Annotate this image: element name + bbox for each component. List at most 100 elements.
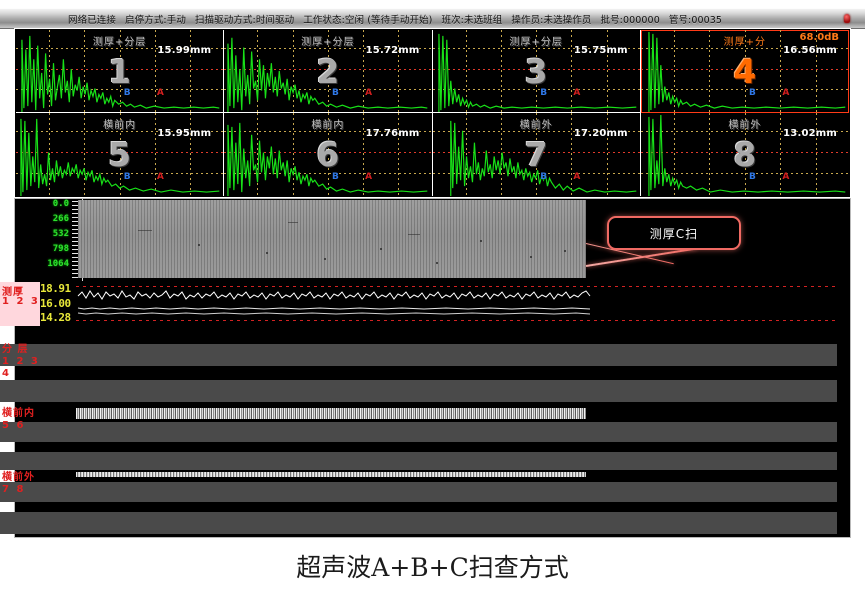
cehou-value-min: 14.28 xyxy=(40,311,71,325)
hengqiannei-channels: 5 6 xyxy=(2,420,26,431)
ascan-title-5: 横前内 xyxy=(103,120,137,131)
ascan-title-4: 测厚+分 xyxy=(723,37,767,48)
axis-tick-1: 266 xyxy=(52,214,69,224)
hengqianwai-signal-stripe xyxy=(76,472,586,477)
cehou-value-mid: 16.00 xyxy=(40,296,71,310)
band-hengqiannei: 横前内 5 6 xyxy=(0,408,837,470)
ascan-panel-1[interactable]: 测厚+分层 15.99mm 1 B A xyxy=(16,30,225,113)
status-operator: 操作员:未选操作员 xyxy=(511,14,592,26)
ascan-value-6: 17.76mm xyxy=(365,128,420,139)
ascan-gate-a-marker-2: A xyxy=(365,88,373,98)
callout-bubble-cscan: 测厚C扫 xyxy=(607,216,741,250)
ascan-gate-b-marker-6: B xyxy=(332,172,339,182)
hengqiannei-label-group: 横前内 5 6 xyxy=(2,408,42,432)
ascan-number-1: 1 xyxy=(108,51,132,91)
hengqianwai-label: 横前外 xyxy=(2,472,35,483)
ascan-waveform-8 xyxy=(648,114,846,196)
hengqianwai-label-group: 横前外 7 8 xyxy=(2,472,42,496)
ascan-panel-8[interactable]: 横前外 13.02mm 8 B A xyxy=(640,113,849,196)
ascan-gate-b-marker-2: B xyxy=(332,88,339,98)
ascan-number-5: 5 xyxy=(108,134,132,174)
ascan-waveform-2 xyxy=(227,37,428,112)
status-scan-drive-mode: 扫描驱动方式:时间驱动 xyxy=(194,14,295,26)
ascan-value-5: 15.95mm xyxy=(157,128,212,139)
ascan-number-7: 7 xyxy=(524,134,548,174)
ascan-gate-b-marker-3: B xyxy=(540,88,548,98)
fenceng-label: 分 层 xyxy=(2,344,29,355)
ascan-value-1: 15.99mm xyxy=(157,45,212,56)
callout-text: 测厚C扫 xyxy=(649,226,699,241)
hengqianwai-channels: 7 8 xyxy=(2,484,26,495)
cehou-label-tag: 测厚 1 2 3 xyxy=(0,282,40,326)
fenceng-stripe-2 xyxy=(0,380,837,402)
ascan-title-6: 横前内 xyxy=(311,120,345,131)
cehou-thickness-trace xyxy=(77,290,591,315)
status-bar: 网络已连接 启停方式:手动 扫描驱动方式:时间驱动 工作状态:空闲 (等待手动开… xyxy=(0,8,865,29)
ascan-title-1: 测厚+分层 xyxy=(92,37,147,48)
ascan-title-7: 横前外 xyxy=(519,120,553,131)
ascan-gate-a-marker-4: A xyxy=(782,88,790,98)
ascan-title-3: 测厚+分层 xyxy=(509,37,563,48)
indicator-led-icon xyxy=(844,14,850,23)
ascan-panel-5[interactable]: 横前内 15.95mm 5 B A xyxy=(16,113,225,196)
ascan-gate-a-marker-8: A xyxy=(782,172,790,182)
ascan-gate-a-marker-7: A xyxy=(573,172,581,182)
ascan-value-2: 15.72mm xyxy=(365,45,420,56)
axis-tick-4: 1064 xyxy=(47,259,69,269)
cscan-image[interactable] xyxy=(78,200,586,278)
band-hengqianwai: 横前外 7 8 xyxy=(0,472,837,536)
ultrasonic-scan-application: 网络已连接 启停方式:手动 扫描驱动方式:时间驱动 工作状态:空闲 (等待手动开… xyxy=(0,8,865,538)
ascan-number-6: 6 xyxy=(316,134,340,174)
ascan-gate-b-marker-4: B xyxy=(749,88,756,98)
axis-ticks-marks xyxy=(72,201,83,279)
ascan-panel-4[interactable]: 测厚+分 68.0dB 16.56mm 4 B A xyxy=(640,30,849,113)
ascan-gate-b-marker-1: B xyxy=(123,88,131,98)
status-pipe-no: 管号:00035 xyxy=(668,14,723,26)
fenceng-label-group: 分 层 1 2 3 4 xyxy=(2,344,42,380)
ascan-panel-group: 测厚+分层 15.99mm 1 B A 测厚+分层 15.72mm 2 B xyxy=(14,28,851,198)
ascan-panel-2[interactable]: 测厚+分层 15.72mm 2 B A xyxy=(224,30,433,113)
hengqiannei-signal-stripe xyxy=(76,408,586,419)
hengqianwai-stripe-2 xyxy=(0,512,837,534)
axis-tick-2: 532 xyxy=(52,229,69,239)
ascan-gate-a-marker-3: A xyxy=(573,88,581,98)
ascan-gate-a-marker-1: A xyxy=(156,88,164,98)
ascan-value-7: 17.20mm xyxy=(573,128,628,139)
ascan-gate-b-marker-5: B xyxy=(123,172,131,182)
ascan-gate-b-marker-8: B xyxy=(749,172,756,182)
hengqiannei-stripe-2 xyxy=(0,452,837,470)
ascan-title-2: 测厚+分层 xyxy=(301,37,355,48)
ascan-number-8: 8 xyxy=(733,134,757,174)
ascan-gain-db-4: 68.0dB xyxy=(799,32,839,43)
ascan-waveform-6 xyxy=(227,122,428,196)
status-network: 网络已连接 xyxy=(68,14,117,26)
fenceng-channels: 1 2 3 4 xyxy=(2,356,40,379)
ascan-number-4: 4 xyxy=(733,51,757,91)
status-work-state: 工作状态:空闲 (等待手动开始) xyxy=(303,14,433,26)
band-cehou: 测厚 1 2 3 18.91 16.00 14.28 xyxy=(0,282,837,340)
ascan-panel-3[interactable]: 测厚+分层 15.75mm 3 B A xyxy=(432,30,641,113)
status-batch-no: 批号:000000 xyxy=(600,14,660,26)
ascan-panel-7[interactable]: 横前外 17.20mm 7 B A xyxy=(432,113,641,196)
ascan-value-8: 13.02mm xyxy=(783,128,837,139)
ascan-waveform-7 xyxy=(449,120,636,196)
ascan-waveform-5 xyxy=(20,118,220,196)
ascan-panel-6[interactable]: 横前内 17.76mm 6 B A xyxy=(224,113,433,196)
ascan-gate-a-marker-5: A xyxy=(156,172,164,182)
hengqianwai-stripe-1 xyxy=(0,482,837,502)
axis-tick-3: 798 xyxy=(52,244,69,254)
ascan-number-2: 2 xyxy=(316,51,340,91)
cehou-trace-area[interactable] xyxy=(76,282,837,326)
ascan-waveform-3 xyxy=(437,33,636,112)
ascan-number-3: 3 xyxy=(524,51,548,91)
status-shift: 班次:未选班组 xyxy=(441,14,503,26)
status-bar-items: 网络已连接 启停方式:手动 扫描驱动方式:时间驱动 工作状态:空闲 (等待手动开… xyxy=(68,12,722,26)
hengqiannei-stripe-1 xyxy=(0,422,837,442)
cehou-channels: 1 2 3 xyxy=(2,296,40,307)
figure-caption: 超声波A+B+C扫查方式 xyxy=(296,553,569,582)
cehou-value-max: 18.91 xyxy=(40,282,71,295)
ascan-title-8: 横前外 xyxy=(728,120,762,131)
ascan-value-4: 16.56mm xyxy=(783,45,837,56)
cehou-label: 测厚 xyxy=(2,287,24,298)
status-start-stop-mode: 启停方式:手动 xyxy=(125,14,186,26)
